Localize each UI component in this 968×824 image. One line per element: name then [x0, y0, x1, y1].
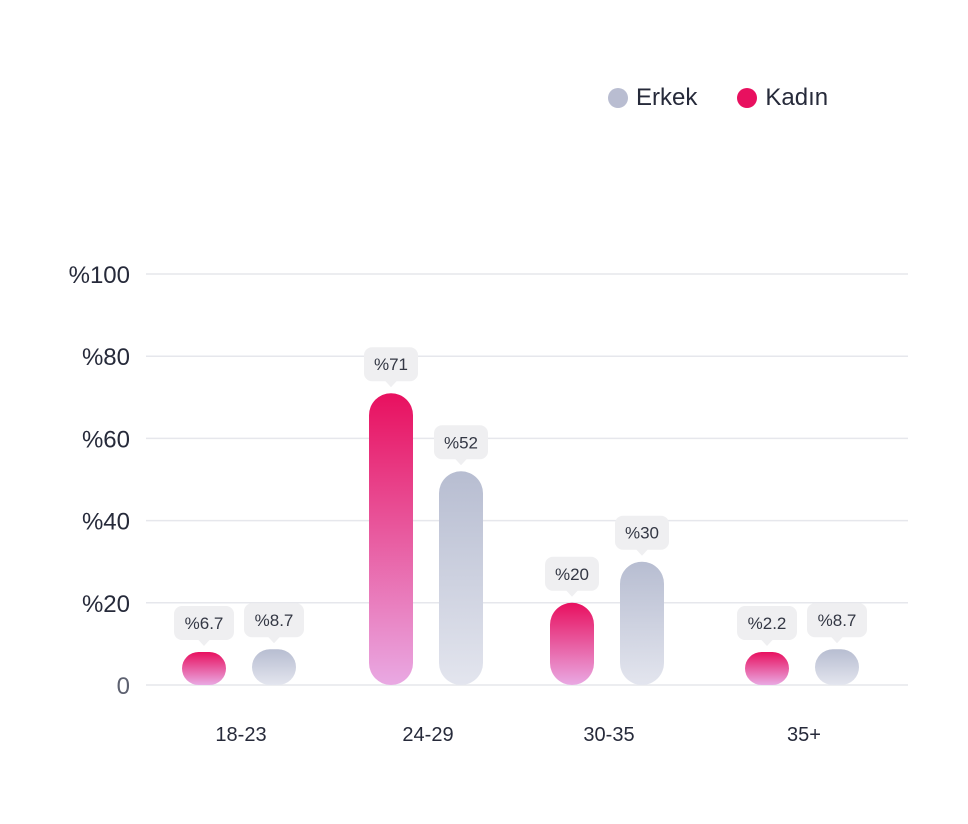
- bars: [182, 393, 859, 685]
- y-tick-label: %100: [69, 262, 130, 289]
- bar-kadin-24-29[interactable]: [369, 393, 413, 685]
- data-label-bubble: [615, 515, 669, 550]
- data-label-kadin-30-35: %20: [545, 556, 599, 597]
- data-label-bubble: [807, 603, 867, 638]
- data-label-text: %2.2: [748, 614, 787, 633]
- legend-label-kadin: Kadın: [765, 84, 829, 111]
- data-label-pointer: [455, 458, 467, 466]
- data-label-pointer: [761, 639, 773, 646]
- data-label-pointer: [566, 590, 578, 597]
- data-label-bubble: [545, 556, 599, 591]
- x-tick-label: 18-23: [215, 724, 266, 746]
- data-label-text: %8.7: [818, 611, 857, 630]
- bar-kadin-30-35[interactable]: [550, 602, 594, 685]
- data-label-kadin-18-23: %6.7: [174, 606, 234, 646]
- x-tick-label: 24-29: [402, 724, 453, 746]
- data-label-erkek-35+: %8.7: [807, 603, 867, 644]
- grid: [146, 273, 908, 686]
- bar-kadin-18-23[interactable]: [182, 652, 226, 685]
- x-tick-label: 30-35: [583, 724, 634, 746]
- data-label-bubble: [364, 347, 418, 382]
- bar-kadin-35+[interactable]: [745, 652, 789, 685]
- data-label-text: %8.7: [255, 611, 294, 630]
- y-tick-label: %80: [82, 344, 130, 371]
- bar-erkek-30-35[interactable]: [620, 561, 664, 685]
- data-label-pointer: [385, 380, 397, 388]
- data-label-pointer: [831, 636, 843, 644]
- data-label-text: %20: [555, 565, 589, 584]
- legend-item-kadin[interactable]: Kadın: [737, 84, 828, 112]
- data-label-kadin-24-29: %71: [364, 347, 418, 388]
- legend-dot-erkek: [608, 88, 628, 108]
- data-label-pointer: [198, 639, 210, 646]
- legend-label-erkek: Erkek: [636, 84, 698, 111]
- legend-dot-kadin: [737, 88, 758, 108]
- data-label-pointer: [268, 636, 280, 644]
- x-tick-label: 35+: [787, 724, 821, 746]
- data-label-bubble: [244, 603, 304, 638]
- legend-item-erkek[interactable]: Erkek: [608, 84, 697, 112]
- x-axis: 18-23 24-29 30-35 35+: [215, 724, 821, 746]
- data-label-text: %52: [444, 433, 478, 452]
- y-tick-label: 0: [117, 673, 130, 700]
- chart-legend: Erkek Kadın: [608, 84, 828, 112]
- y-tick-label: %60: [82, 426, 130, 453]
- data-label-pointer: [636, 549, 648, 556]
- data-label-erkek-24-29: %52: [434, 425, 488, 466]
- y-tick-label: %20: [82, 591, 130, 618]
- y-tick-label: %40: [82, 509, 130, 536]
- data-label-erkek-30-35: %30: [615, 515, 669, 556]
- data-label-text: %30: [625, 524, 659, 543]
- data-label-text: %6.7: [185, 614, 224, 633]
- bar-erkek-18-23[interactable]: [252, 649, 296, 685]
- bar-erkek-35+[interactable]: [815, 649, 859, 685]
- data-label-kadin-35+: %2.2: [737, 606, 797, 646]
- data-label-bubble: [737, 606, 797, 640]
- data-label-bubble: [174, 606, 234, 640]
- bar-erkek-24-29[interactable]: [439, 471, 483, 685]
- data-labels: %6.7 %8.7 %71 %52 %20 %30 %2.2 %8.7: [174, 347, 867, 646]
- y-axis: 0 %20 %40 %60 %80 %100: [69, 262, 130, 700]
- data-label-erkek-18-23: %8.7: [244, 603, 304, 644]
- data-label-text: %71: [374, 355, 408, 374]
- data-label-bubble: [434, 425, 488, 460]
